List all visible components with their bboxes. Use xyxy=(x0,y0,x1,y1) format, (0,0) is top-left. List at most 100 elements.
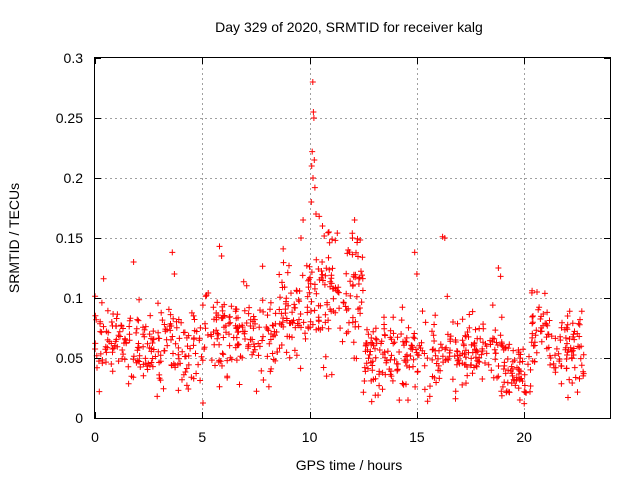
data-point xyxy=(310,175,316,181)
data-point xyxy=(286,333,293,340)
data-point xyxy=(381,331,388,338)
data-point xyxy=(228,303,235,310)
data-point xyxy=(529,319,536,326)
data-point xyxy=(329,265,336,272)
data-point xyxy=(421,350,428,357)
data-point xyxy=(119,347,126,353)
data-point xyxy=(145,360,152,367)
data-point xyxy=(228,356,235,363)
data-point xyxy=(452,337,459,343)
data-point xyxy=(309,79,316,85)
data-point xyxy=(430,332,437,339)
data-point xyxy=(472,326,479,333)
data-point xyxy=(531,358,538,365)
data-point xyxy=(308,163,315,169)
data-point xyxy=(405,397,411,404)
data-point xyxy=(497,332,504,339)
data-point xyxy=(109,349,116,356)
data-point xyxy=(343,307,350,314)
data-point xyxy=(199,302,206,309)
data-point xyxy=(343,330,350,337)
data-point xyxy=(471,340,478,347)
data-point xyxy=(466,311,473,318)
data-point xyxy=(429,356,436,363)
data-point xyxy=(555,350,562,357)
data-point xyxy=(427,383,433,390)
data-point xyxy=(298,324,304,331)
data-point xyxy=(516,359,523,366)
data-point xyxy=(313,326,320,333)
data-point xyxy=(469,308,476,315)
data-point xyxy=(279,279,285,286)
data-point xyxy=(394,366,401,373)
y-tick-label: 0 xyxy=(75,410,83,426)
data-point xyxy=(112,338,119,345)
data-point xyxy=(258,367,265,374)
data-point xyxy=(103,359,109,366)
data-point xyxy=(108,319,115,325)
data-point xyxy=(226,313,233,320)
data-point xyxy=(210,304,217,311)
data-point xyxy=(214,299,221,306)
data-point xyxy=(393,360,400,367)
data-point xyxy=(522,389,529,396)
data-point xyxy=(289,334,295,341)
data-point xyxy=(483,350,490,357)
data-point xyxy=(142,323,149,330)
data-point xyxy=(515,371,522,377)
data-point xyxy=(378,338,385,345)
chart-title: Day 329 of 2020, SRMTID for receiver kal… xyxy=(215,19,483,35)
data-point xyxy=(391,339,398,346)
data-point xyxy=(500,366,507,372)
y-tick-label: 0.15 xyxy=(56,230,83,246)
data-point xyxy=(270,356,277,363)
data-point xyxy=(352,318,359,325)
data-point xyxy=(182,369,189,375)
data-point xyxy=(365,365,371,372)
data-point xyxy=(185,386,192,392)
data-point xyxy=(303,262,310,269)
data-point xyxy=(405,324,412,331)
data-point xyxy=(245,310,252,317)
data-point xyxy=(357,310,364,317)
data-point xyxy=(424,355,431,362)
data-point xyxy=(208,357,215,364)
data-point xyxy=(232,344,239,351)
data-point xyxy=(243,320,250,326)
data-point xyxy=(150,328,157,335)
data-point xyxy=(447,347,453,354)
data-point xyxy=(565,394,571,401)
data-point xyxy=(192,350,199,357)
data-point xyxy=(123,339,130,346)
data-point xyxy=(319,271,326,278)
data-point xyxy=(309,321,316,328)
data-point xyxy=(232,308,239,315)
data-point xyxy=(569,380,576,386)
data-point xyxy=(570,352,577,358)
data-point xyxy=(308,298,315,305)
data-point xyxy=(329,236,336,243)
data-point xyxy=(235,314,241,321)
data-point xyxy=(468,341,475,348)
data-point xyxy=(509,366,516,372)
data-point xyxy=(264,312,271,319)
data-points xyxy=(92,79,587,407)
data-point xyxy=(421,362,428,369)
data-point xyxy=(168,336,174,343)
data-point xyxy=(509,372,516,379)
data-point xyxy=(492,350,499,357)
data-point xyxy=(297,311,304,317)
data-point xyxy=(268,331,274,337)
data-point xyxy=(370,376,377,383)
data-point xyxy=(144,340,151,347)
data-point xyxy=(325,229,332,236)
data-point xyxy=(183,382,190,389)
data-point xyxy=(318,268,325,274)
data-point xyxy=(191,316,198,323)
data-point xyxy=(504,356,511,362)
data-point xyxy=(240,278,247,285)
data-point xyxy=(137,364,144,370)
data-point xyxy=(310,109,317,115)
data-point xyxy=(272,332,278,339)
data-point xyxy=(308,269,315,276)
